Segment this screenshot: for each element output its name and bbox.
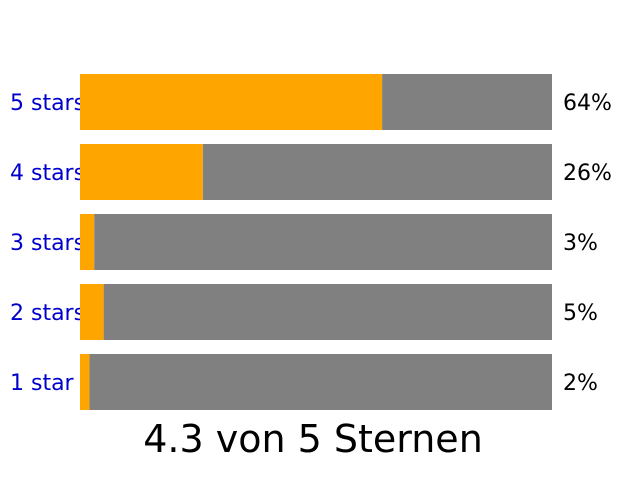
rating-bars: [80, 74, 552, 410]
bar-remainder-5-stars: [382, 74, 552, 130]
percent-label-5-stars: 64%: [563, 91, 612, 116]
bar-remainder-2-stars: [103, 284, 552, 340]
percent-labels: 64% 26% 3% 5% 2%: [563, 91, 612, 396]
percent-label-3-stars: 3%: [563, 231, 598, 256]
bar-fill-3-stars: [80, 214, 95, 270]
category-labels: 5 stars 4 stars 3 stars 2 stars 1 star: [10, 91, 85, 396]
category-label-5-stars: 5 stars: [10, 91, 85, 116]
category-label-4-stars: 4 stars: [10, 161, 85, 186]
bar-fill-4-stars: [80, 144, 203, 200]
category-label-3-stars: 3 stars: [10, 231, 85, 256]
rating-summary: 4.3 von 5 Sternen: [143, 417, 483, 461]
bar-fill-2-stars: [80, 284, 104, 340]
bar-remainder-1-star: [89, 354, 552, 410]
bar-fill-5-stars: [80, 74, 383, 130]
category-label-2-stars: 2 stars: [10, 301, 85, 326]
bar-remainder-3-stars: [94, 214, 552, 270]
percent-label-1-star: 2%: [563, 371, 598, 396]
category-label-1-star: 1 star: [10, 371, 75, 396]
bar-remainder-4-stars: [202, 144, 552, 200]
bar-fill-1-star: [80, 354, 90, 410]
percent-label-2-stars: 5%: [563, 301, 598, 326]
percent-label-4-stars: 26%: [563, 161, 612, 186]
